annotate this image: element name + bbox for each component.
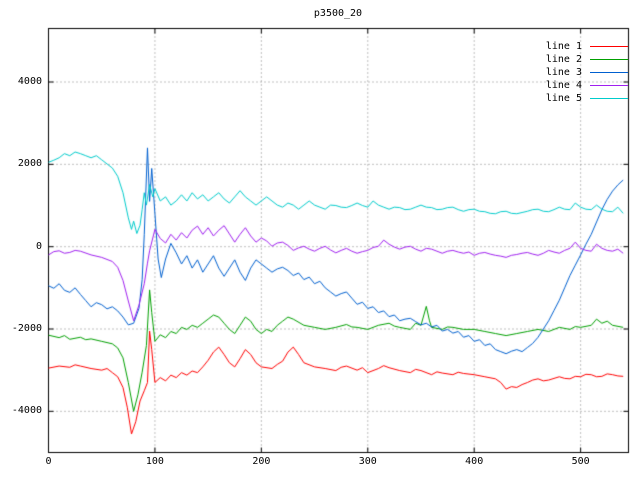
legend-label: line 5 — [545, 93, 582, 104]
y-tick-label: -4000 — [11, 405, 42, 417]
legend-line-sample — [590, 85, 628, 86]
legend-item: line 3 — [546, 66, 628, 79]
legend-line-sample — [590, 72, 628, 73]
x-tick-label: 200 — [252, 456, 271, 467]
y-tick-label: -2000 — [11, 323, 42, 334]
legend-label: line 1 — [545, 41, 582, 52]
y-tick-label: 0 — [35, 240, 42, 252]
legend-item: line 4 — [546, 79, 628, 92]
legend-line-sample — [590, 98, 628, 99]
chart-title: p3500_20 — [313, 8, 363, 19]
legend-item: line 1 — [546, 40, 628, 53]
legend: line 1 line 2 line 3 line 4 line 5 — [546, 40, 628, 105]
legend-line-sample — [590, 46, 628, 47]
x-tick-label: 300 — [358, 456, 377, 467]
x-tick-label: 500 — [571, 456, 590, 467]
legend-label: line 4 — [545, 80, 582, 91]
x-tick-label: 100 — [145, 456, 164, 467]
x-tick-label: 0 — [45, 456, 52, 467]
x-tick-label: 400 — [465, 456, 484, 467]
y-tick-label: 4000 — [17, 76, 42, 87]
legend-line-sample — [590, 59, 628, 60]
y-tick-label: 2000 — [17, 158, 42, 170]
legend-item: line 2 — [546, 53, 628, 66]
legend-item: line 5 — [546, 92, 628, 105]
legend-label: line 2 — [545, 54, 582, 65]
legend-label: line 3 — [545, 67, 582, 78]
